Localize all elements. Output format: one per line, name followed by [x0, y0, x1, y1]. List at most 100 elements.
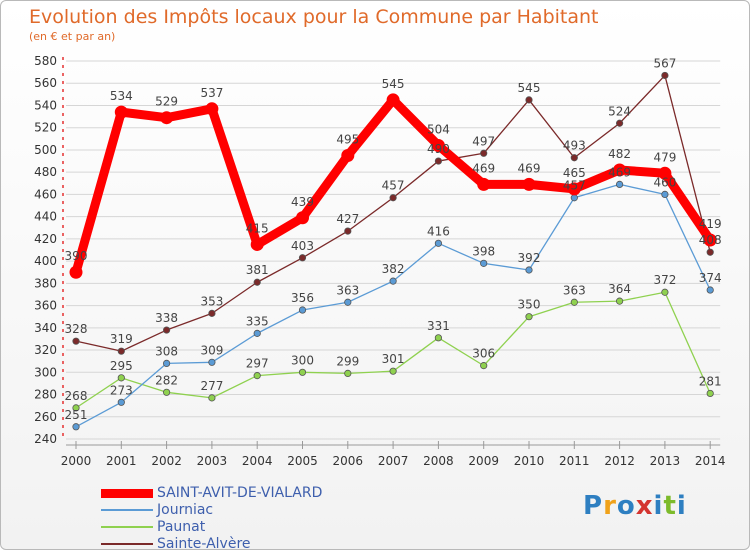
data-point — [658, 166, 672, 180]
legend-label-saint-avit: SAINT-AVIT-DE-VIALARD — [157, 485, 323, 501]
data-point — [389, 277, 397, 285]
data-point — [205, 102, 219, 116]
data-label: 353 — [200, 294, 223, 308]
data-label: 297 — [246, 357, 269, 371]
data-label: 495 — [336, 133, 359, 147]
data-point — [298, 306, 307, 314]
data-label: 350 — [518, 298, 541, 312]
data-point — [477, 177, 491, 191]
data-label: 299 — [336, 354, 359, 368]
x-tick-label: 2005 — [287, 454, 318, 468]
data-label: 281 — [699, 374, 722, 388]
data-point — [344, 298, 352, 306]
y-tick-label: 260 — [34, 410, 57, 424]
data-label: 493 — [563, 139, 586, 153]
data-labels: 328 319 338 353 381 403 427 457 490 497 545 493 524 5… — [65, 56, 722, 421]
data-label: 331 — [427, 319, 450, 333]
data-point — [706, 389, 714, 398]
axes: 240 260 280 300 320 340 360 380 400 420 440 460 480 5… — [34, 54, 725, 468]
y-tick-label: 540 — [34, 98, 57, 112]
data-point — [570, 154, 578, 162]
data-point — [208, 309, 216, 317]
y-tick-label: 500 — [34, 143, 57, 157]
y-tick-label: 480 — [34, 165, 57, 179]
data-label: 419 — [699, 217, 722, 231]
data-point — [434, 157, 442, 165]
data-label: 335 — [246, 314, 269, 328]
series-layer — [69, 71, 717, 431]
data-label: 300 — [291, 353, 314, 367]
chart-title: Evolution des Impôts locaux pour la Comm… — [29, 6, 599, 28]
data-point — [480, 259, 488, 267]
data-label: 328 — [65, 322, 88, 336]
data-point — [661, 190, 669, 199]
chart-subtitle: (en € et par an) — [29, 30, 116, 43]
data-label: 469 — [472, 161, 495, 175]
data-point — [344, 369, 352, 378]
data-point — [525, 96, 533, 104]
data-label: 295 — [110, 359, 133, 373]
data-label: 415 — [246, 221, 269, 235]
x-tick-label: 2010 — [514, 454, 545, 468]
legend-label-paunat: Paunat — [157, 519, 206, 535]
data-point — [615, 180, 624, 189]
data-label: 504 — [427, 122, 450, 136]
data-point — [525, 313, 533, 321]
data-point — [386, 93, 400, 107]
legend-swatch-sainte-alvere — [101, 543, 153, 545]
x-tick-label: 2012 — [604, 454, 635, 468]
data-point — [72, 423, 80, 431]
legend-label-journiac: Journiac — [157, 502, 214, 518]
proxiti-logo: Proxiti — [583, 491, 687, 521]
data-label: 479 — [653, 150, 676, 164]
data-point — [615, 119, 624, 127]
data-label: 308 — [155, 344, 178, 358]
x-tick-label: 2004 — [242, 454, 273, 468]
data-label: 534 — [110, 89, 133, 103]
data-point — [706, 286, 714, 294]
data-label: 457 — [563, 179, 586, 193]
x-tick-label: 2014 — [695, 454, 726, 468]
legend-swatch-paunat — [101, 526, 153, 528]
data-point — [114, 105, 128, 119]
data-label: 309 — [200, 343, 223, 357]
y-tick-label: 240 — [34, 432, 57, 446]
data-point — [480, 362, 488, 370]
x-tick-label: 2002 — [151, 454, 182, 468]
x-tick-label: 2007 — [378, 454, 409, 468]
x-tick-label: 2009 — [468, 454, 499, 468]
data-point — [706, 248, 714, 256]
data-label: 469 — [608, 165, 631, 179]
data-label: 482 — [608, 147, 631, 161]
data-point — [72, 404, 80, 412]
data-label: 374 — [699, 271, 722, 285]
data-label: 529 — [155, 95, 178, 109]
y-tick-label: 340 — [34, 321, 57, 335]
data-label: 398 — [472, 244, 495, 258]
data-point — [613, 163, 627, 177]
data-point — [480, 149, 488, 157]
data-label: 338 — [155, 311, 178, 325]
data-point — [522, 177, 536, 191]
data-point — [431, 138, 445, 152]
data-point — [117, 374, 125, 382]
data-point — [160, 111, 174, 125]
legend-swatch-saint-avit — [101, 489, 153, 498]
data-point — [341, 149, 355, 162]
y-tick-label: 300 — [34, 365, 57, 379]
data-label: 416 — [427, 224, 450, 238]
data-label: 364 — [608, 282, 631, 296]
x-tick-label: 2000 — [61, 454, 92, 468]
x-tick-label: 2001 — [106, 454, 137, 468]
data-point — [163, 326, 171, 334]
data-point — [525, 266, 533, 274]
data-label: 381 — [246, 263, 269, 277]
data-point — [72, 337, 80, 345]
data-label: 545 — [382, 77, 405, 91]
data-label: 427 — [336, 212, 359, 226]
data-label: 460 — [653, 175, 676, 189]
data-point — [389, 194, 397, 202]
data-point — [253, 329, 261, 337]
legend-label-sainte-alvere: Sainte-Alvère — [157, 536, 251, 550]
